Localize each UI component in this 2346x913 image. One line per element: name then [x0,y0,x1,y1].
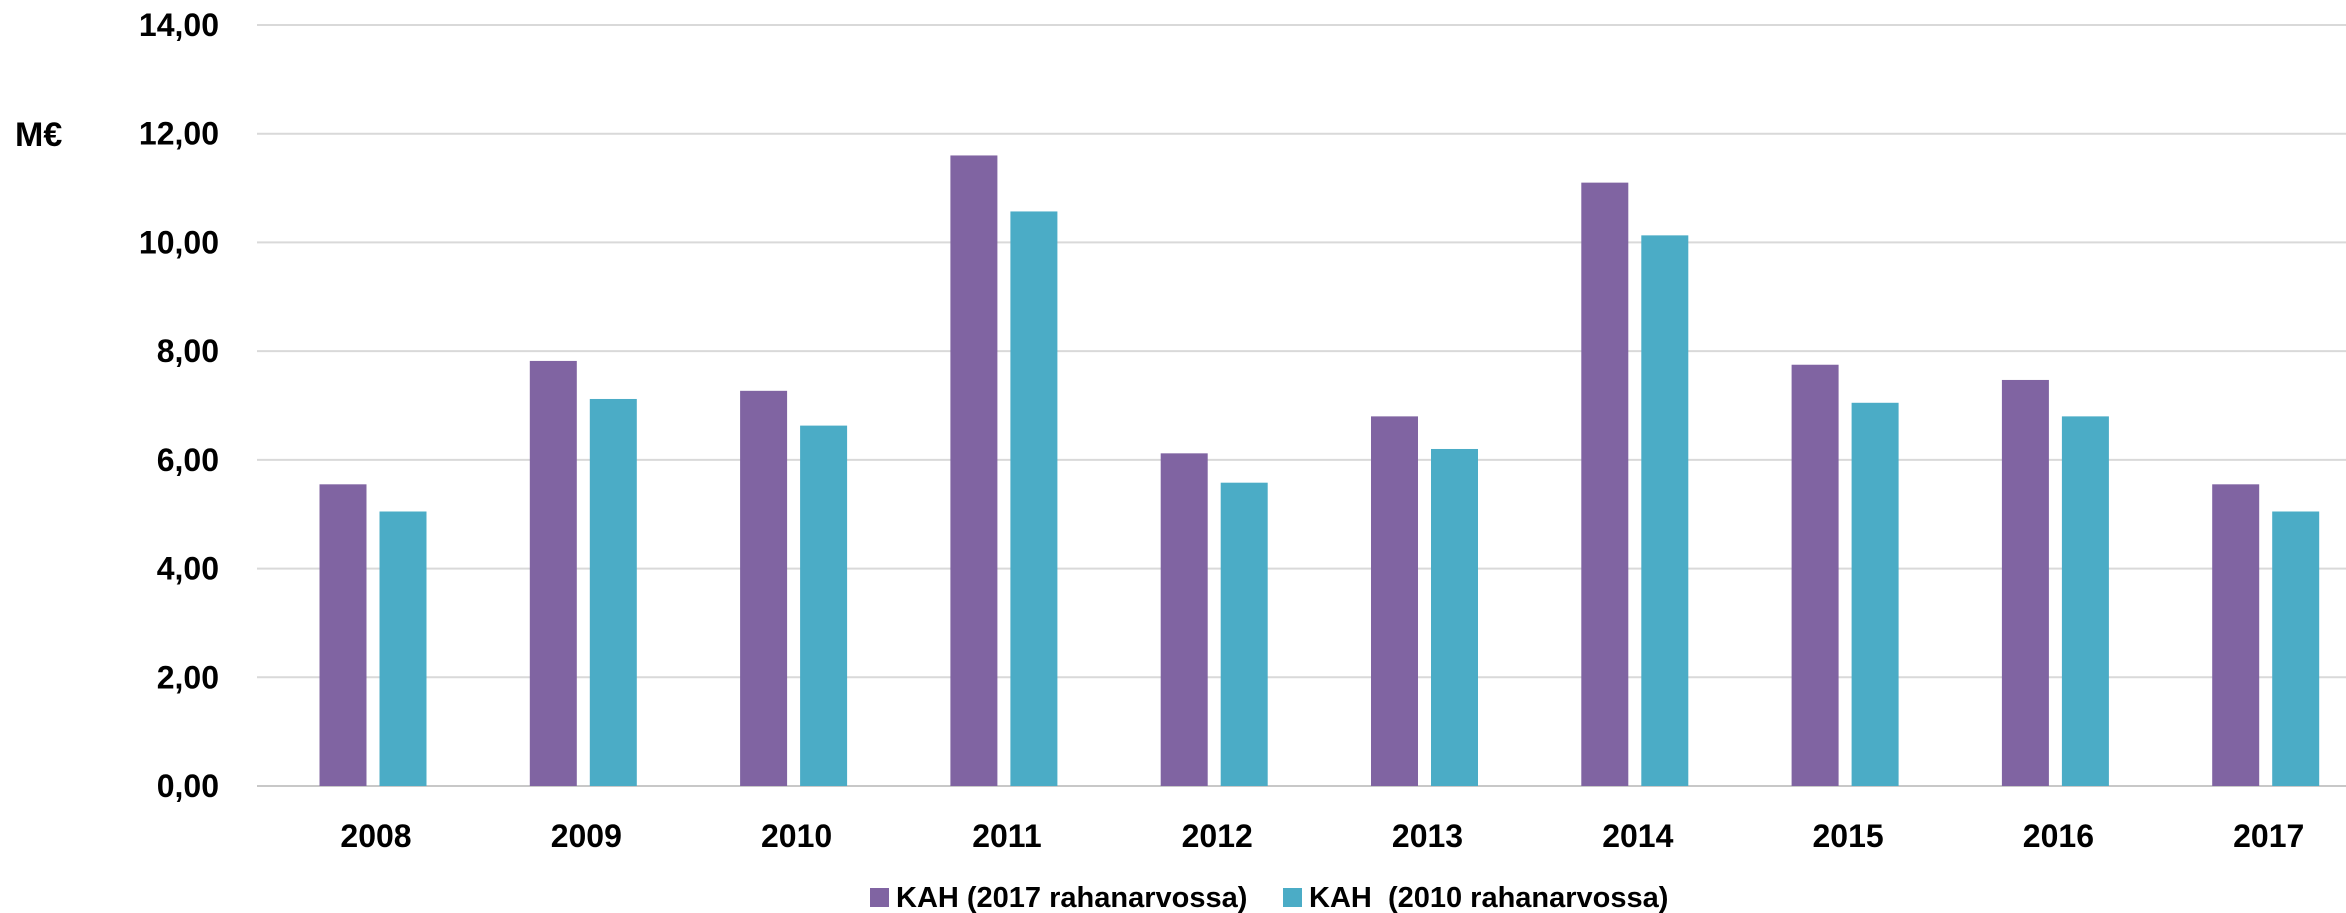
y-tick-label: 4,00 [157,551,219,587]
y-axis-tick-labels: 0,00 2,00 4,00 6,00 8,00 10,00 12,00 14,00 [139,7,219,804]
bar-series-2-2017 [2272,511,2320,786]
bar-series-1-2014 [1581,182,1629,786]
legend-label-series-2: KAH (2010 rahanarvossa) [1309,882,1668,913]
bar-series-1-2008 [319,484,367,786]
bar-series-2-2010 [800,425,848,786]
y-tick-label: 10,00 [139,224,219,260]
bar-series-1-2013 [1371,416,1418,786]
x-tick-label: 2011 [972,818,1041,854]
x-tick-label: 2014 [1602,818,1673,854]
bar-series-1-2017 [2212,484,2260,786]
bars [319,155,2320,787]
legend: KAH (2017 rahanarvossa) KAH (2010 rahana… [870,882,1668,913]
legend-swatch-series-2 [1283,888,1302,907]
y-tick-label: 14,00 [139,7,219,43]
y-tick-label: 2,00 [157,659,219,695]
y-tick-label: 0,00 [157,768,219,804]
x-tick-label: 2009 [551,818,622,854]
x-tick-label: 2016 [2023,818,2094,854]
bar-series-2-2013 [1431,448,1478,786]
bar-series-2-2009 [589,398,637,786]
y-tick-label: 6,00 [157,442,219,478]
bar-series-1-2012 [1160,453,1208,786]
bar-series-2-2012 [1220,482,1268,786]
x-tick-label: 2010 [761,818,832,854]
bar-series-1-2011 [950,155,998,786]
x-tick-label: 2012 [1182,818,1253,854]
y-tick-label: 12,00 [139,116,219,152]
y-axis-unit-label: M€ [15,116,62,154]
legend-swatch-series-1 [870,888,889,907]
x-tick-label: 2008 [340,818,411,854]
bar-series-2-2011 [1010,211,1058,786]
bar-series-1-2010 [740,390,788,786]
bar-series-1-2015 [1791,364,1839,786]
bar-series-2-2015 [1851,402,1899,786]
x-tick-label: 2017 [2233,818,2304,854]
legend-label-series-1: KAH (2017 rahanarvossa) [896,882,1247,913]
bar-series-1-2016 [2001,379,2049,786]
bar-series-2-2014 [1641,235,1689,787]
x-tick-label: 2013 [1392,818,1463,854]
bar-series-1-2009 [529,360,577,786]
bar-series-2-2008 [379,511,427,786]
y-tick-label: 8,00 [157,333,219,369]
bar-series-2-2016 [2061,416,2109,786]
x-axis-tick-labels: 2008 2009 2010 2011 2012 2013 2014 2015 2016 2017 [340,818,2304,854]
x-tick-label: 2015 [1813,818,1884,854]
